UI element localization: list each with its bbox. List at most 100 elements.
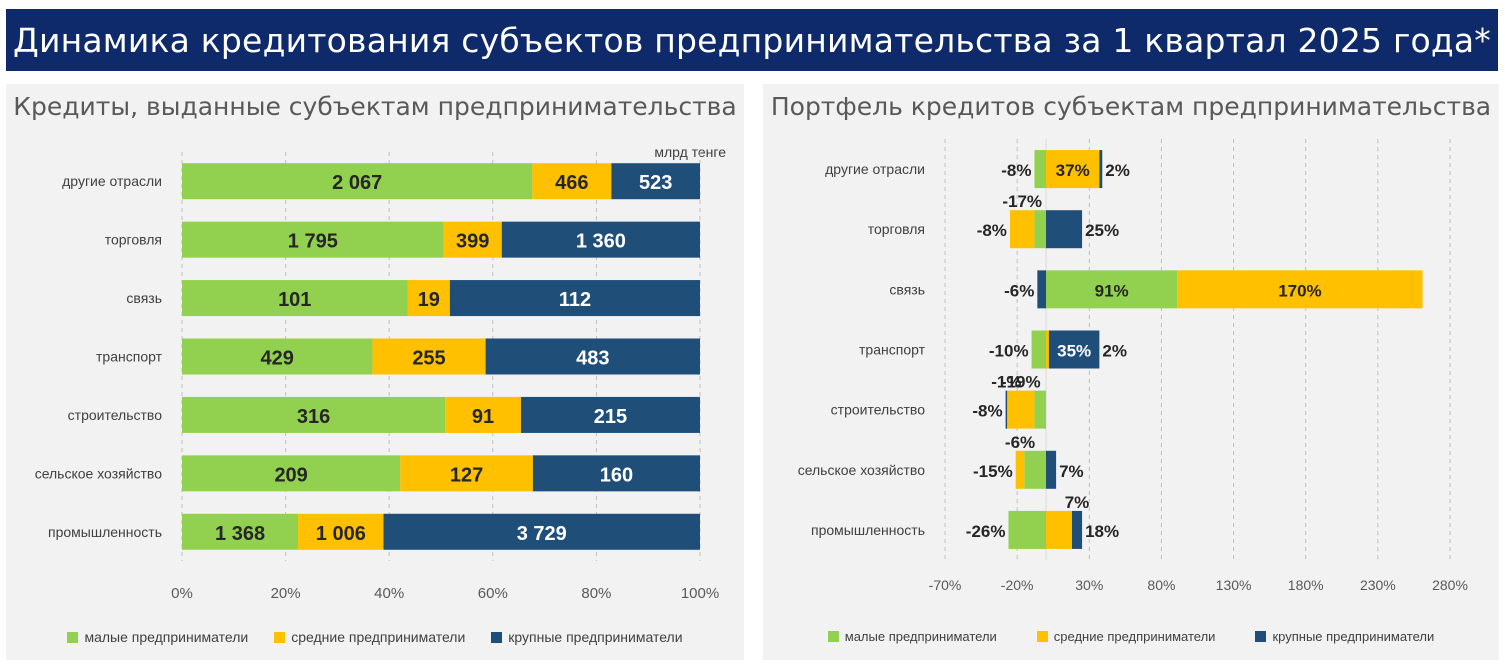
bar-segment-small [182,163,533,200]
data-label: 2% [1102,342,1127,361]
issued-loans-title: Кредиты, выданные субъектам предпринимат… [13,92,737,121]
category-label: строительство [68,407,163,423]
loan-portfolio-chart: -70% -20% 30% 80% 130% 180% 230% 280% другие отр… [798,139,1468,593]
data-label: -8% [1001,161,1031,180]
data-label: 209 [274,464,307,486]
category-label: другие отрасли [62,173,162,189]
legend-label-medium: средние предприниматели [1053,629,1216,644]
bar-segment-medium [298,513,384,550]
unit-label: млрд тенге [654,144,726,160]
data-label: 101 [278,289,311,311]
data-label: 170% [1278,281,1321,300]
legend-label-small: малые предприниматели [844,629,997,644]
legend-swatch-small [67,631,79,643]
bar-segment-small [182,338,373,375]
x-tick-label: 30% [1075,577,1103,593]
data-label: 2% [1105,161,1130,180]
bar-segment-medium [1015,450,1025,489]
bar-segment-small [1031,330,1046,369]
bar-segment-large [485,338,700,375]
bar-segment-small [182,221,444,258]
category-label: сельское хозяйство [798,462,926,478]
data-label: 1 360 [576,231,626,253]
bar-segment-large [1046,450,1057,489]
bar-segment-small [182,280,408,317]
loan-portfolio-legend: малые предприниматели средние предприним… [763,629,1499,644]
bar-segment-small [1024,450,1046,489]
data-label: 7% [1065,493,1090,512]
bar-segment-small [1034,390,1046,429]
bar-segment-medium [1007,390,1035,429]
x-tick-label: 230% [1360,577,1396,593]
data-label: 1 795 [288,231,338,253]
data-label: 429 [261,348,294,370]
issued-loans-legend: малые предприниматели средние предприним… [6,629,744,645]
data-label: -6% [1004,281,1034,300]
category-label: другие отрасли [825,161,925,177]
x-tick-label: 130% [1216,577,1252,593]
category-label: связь [889,281,925,297]
bar-segment-large [532,455,700,492]
data-label: 316 [297,406,330,428]
bar-segment-large [1046,210,1083,249]
data-label: -15% [973,462,1013,481]
data-label: -8% [977,221,1007,240]
bar-segment-medium [400,455,533,492]
legend-item-small: малые предприниматели [827,629,997,644]
legend-item-small: малые предприниматели [67,629,248,645]
category-label: строительство [831,402,926,418]
legend-swatch-large [491,631,503,643]
data-label: -6% [1005,433,1035,452]
x-tick-label: 20% [271,585,301,602]
bar-segment-medium [1009,210,1035,249]
data-label: 37% [1056,161,1090,180]
data-label: -26% [966,522,1006,541]
category-label: сельское хозяйство [35,465,163,481]
data-label: 466 [555,172,588,194]
data-label: -1% [991,373,1021,392]
data-label: 255 [412,348,445,370]
data-label: -8% [972,402,1002,421]
category-label: промышленность [811,522,925,538]
x-tick-label: 280% [1432,577,1468,593]
data-label: 35% [1057,342,1091,361]
x-tick-label: 60% [478,585,508,602]
legend-label-large: крупные предприниматели [1272,629,1435,644]
bar-segment-small [182,455,401,492]
bar-segment-large [1037,270,1046,309]
x-tick-label: 80% [581,585,611,602]
data-label: 112 [559,289,591,311]
title-banner: Динамика кредитования субъектов предприн… [6,9,1498,71]
bar-segment-small [1034,150,1046,189]
data-label: -17% [1002,192,1042,211]
category-label: транспорт [859,342,926,358]
legend-item-medium: средние предприниматели [1036,629,1216,644]
data-label: 483 [576,348,609,370]
data-label: 2 067 [332,172,382,194]
bar-segment-medium [1046,330,1049,369]
data-label: 19 [418,289,440,311]
data-label: 127 [450,464,483,486]
bar-segment-large [1005,390,1008,429]
legend-swatch-large [1255,631,1267,642]
bar-segment-large [1099,150,1103,189]
legend-item-medium: средние предприниматели [274,629,465,645]
bar-segment-large [449,280,700,317]
category-label: торговля [105,232,162,248]
bar-segment-large [611,163,700,200]
data-label: 18% [1085,522,1119,541]
data-label: 7% [1059,462,1084,481]
data-label: 523 [639,172,672,194]
bar-segment-medium [443,221,502,258]
category-label: транспорт [96,349,163,365]
bar-segment-large [520,396,700,433]
x-tick-label: -20% [1001,577,1034,593]
loan-portfolio-title: Портфель кредитов субъектам предпринимат… [770,92,1492,121]
legend-swatch-medium [274,631,286,643]
data-label: 25% [1085,221,1119,240]
x-tick-label: -70% [929,577,962,593]
bar-segment-medium [372,338,486,375]
legend-label-large: крупные предприниматели [508,629,683,645]
legend-item-large: крупные предприниматели [1255,629,1434,644]
issued-loans-chart: 0% 20% 40% 60% 80% 100% другие отрасли 2 067 466… [35,152,719,602]
